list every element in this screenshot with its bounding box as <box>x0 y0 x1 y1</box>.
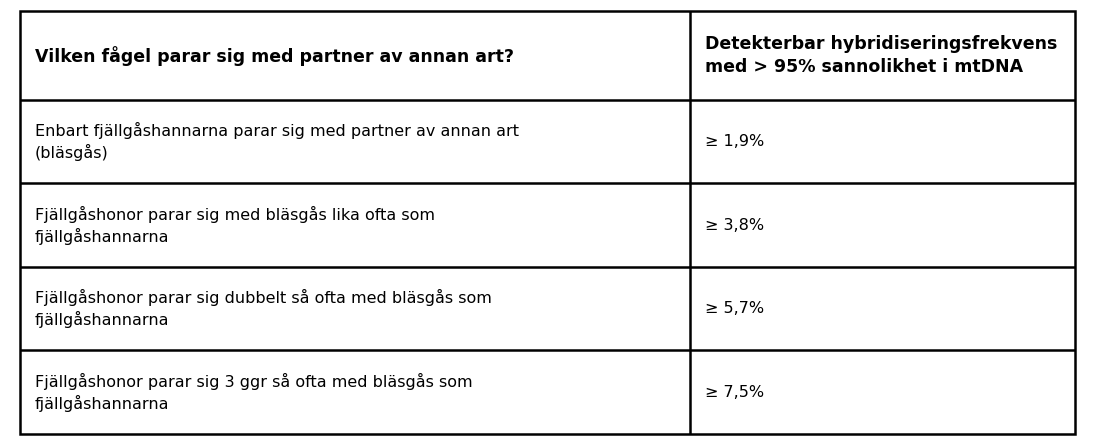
Text: ≥ 7,5%: ≥ 7,5% <box>705 384 764 400</box>
Text: Fjällgåshonor parar sig dubbelt så ofta med bläsgås som
fjällgåshannarna: Fjällgåshonor parar sig dubbelt så ofta … <box>35 289 492 328</box>
Text: Vilken fågel parar sig med partner av annan art?: Vilken fågel parar sig med partner av an… <box>35 45 514 65</box>
Text: ≥ 5,7%: ≥ 5,7% <box>705 301 764 316</box>
Text: Fjällgåshonor parar sig 3 ggr så ofta med bläsgås som
fjällgåshannarna: Fjällgåshonor parar sig 3 ggr så ofta me… <box>35 372 473 412</box>
Text: ≥ 1,9%: ≥ 1,9% <box>705 134 764 149</box>
Text: ≥ 3,8%: ≥ 3,8% <box>705 218 764 233</box>
Text: Detekterbar hybridiseringsfrekvens
med > 95% sannolikhet i mtDNA: Detekterbar hybridiseringsfrekvens med >… <box>705 35 1058 76</box>
Text: Fjällgåshonor parar sig med bläsgås lika ofta som
fjällgåshannarna: Fjällgåshonor parar sig med bläsgås lika… <box>35 206 435 245</box>
Text: Enbart fjällgåshannarna parar sig med partner av annan art
(bläsgås): Enbart fjällgåshannarna parar sig med pa… <box>35 122 519 161</box>
